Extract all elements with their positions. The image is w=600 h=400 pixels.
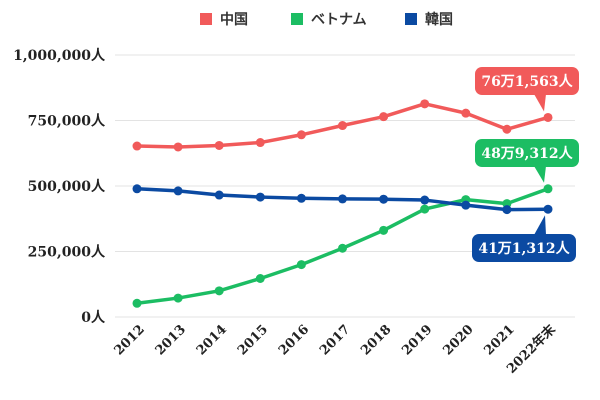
data-point bbox=[214, 140, 224, 150]
data-point bbox=[173, 186, 183, 196]
data-point bbox=[338, 194, 347, 204]
callout-bubble bbox=[472, 234, 576, 262]
x-tick-label: 2019 bbox=[399, 322, 435, 358]
x-tick-label: 2013 bbox=[153, 322, 189, 358]
x-tick-label: 2018 bbox=[358, 322, 394, 358]
y-tick-label: 0人 bbox=[81, 309, 106, 326]
x-tick-label: 2014 bbox=[194, 322, 230, 358]
data-point bbox=[214, 190, 224, 200]
data-point bbox=[543, 184, 553, 194]
callout-tail bbox=[534, 166, 546, 183]
y-tick-label: 750,000人 bbox=[28, 113, 106, 130]
data-point bbox=[132, 184, 142, 194]
x-tick-label: 2017 bbox=[317, 322, 353, 358]
data-point bbox=[132, 298, 142, 308]
data-point bbox=[173, 142, 183, 152]
data-point bbox=[420, 204, 430, 214]
y-tick-label: 1,000,000人 bbox=[13, 47, 106, 64]
x-tick-label: 2020 bbox=[440, 322, 476, 358]
callout-label: 76万1,563人 bbox=[481, 73, 573, 90]
data-point bbox=[338, 121, 347, 131]
callout-label: 48万9,312人 bbox=[481, 145, 573, 162]
data-point bbox=[379, 112, 389, 122]
legend-swatch bbox=[200, 13, 212, 25]
data-point bbox=[461, 108, 471, 118]
data-point bbox=[255, 273, 265, 283]
callout-tail bbox=[534, 215, 546, 235]
x-tick-label: 2016 bbox=[276, 322, 312, 358]
data-point bbox=[255, 192, 265, 202]
data-point bbox=[461, 200, 471, 210]
data-point bbox=[502, 205, 512, 215]
data-point bbox=[173, 293, 183, 303]
data-point bbox=[214, 286, 224, 296]
callout-tail bbox=[534, 94, 546, 112]
callout-bubble bbox=[475, 139, 579, 167]
x-tick-label: 2015 bbox=[235, 322, 271, 358]
x-tick-label: 2021 bbox=[482, 322, 518, 358]
data-point bbox=[255, 138, 265, 148]
legend-swatch bbox=[291, 13, 303, 25]
data-point bbox=[296, 260, 306, 270]
legend-label: 韓国 bbox=[425, 11, 453, 28]
x-tick-label: 2012 bbox=[112, 322, 148, 358]
data-point bbox=[132, 141, 142, 151]
data-point bbox=[420, 195, 430, 205]
data-point bbox=[502, 124, 512, 134]
data-point bbox=[379, 194, 389, 204]
data-point bbox=[296, 130, 306, 140]
legend-swatch bbox=[405, 13, 417, 25]
legend-label: 中国 bbox=[220, 11, 248, 28]
callout-label: 41万1,312人 bbox=[478, 240, 570, 257]
callout-bubble bbox=[475, 67, 579, 95]
y-tick-label: 250,000人 bbox=[28, 244, 106, 261]
data-point bbox=[296, 193, 306, 203]
data-point bbox=[543, 204, 553, 214]
data-point bbox=[420, 99, 430, 109]
legend-label: ベトナム bbox=[311, 12, 367, 28]
data-point bbox=[338, 243, 347, 253]
y-tick-label: 500,000人 bbox=[28, 178, 106, 195]
data-point bbox=[379, 225, 389, 235]
data-point bbox=[543, 112, 553, 122]
